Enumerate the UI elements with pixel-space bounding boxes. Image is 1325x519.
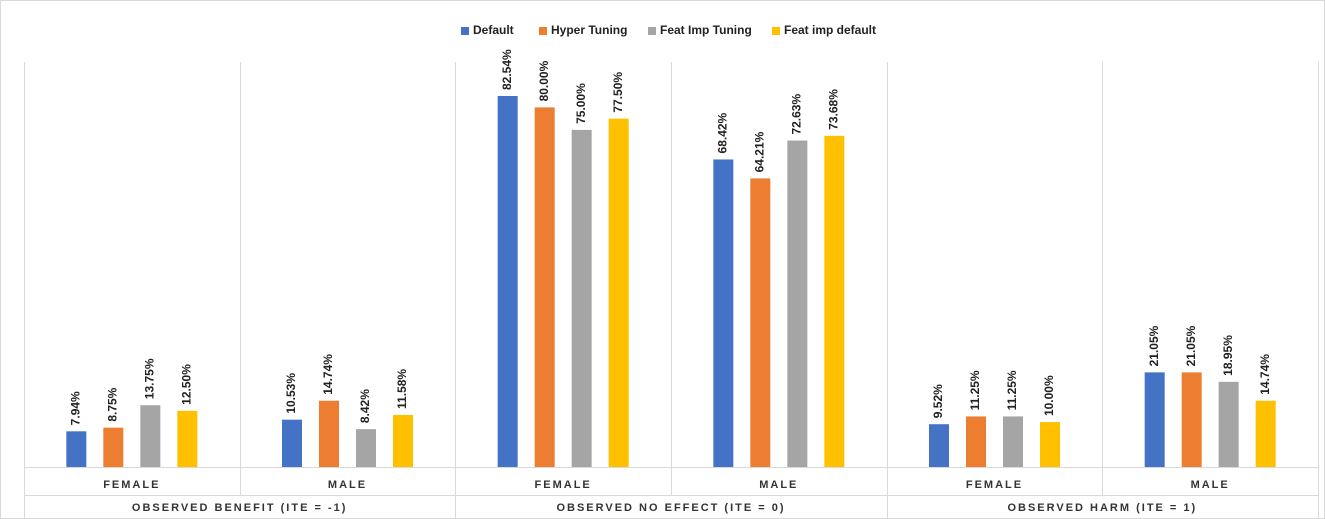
bar — [1003, 416, 1023, 467]
data-label: 18.95% — [1221, 335, 1235, 376]
data-label: 82.54% — [500, 49, 514, 90]
legend-swatch — [648, 27, 656, 35]
data-label: 10.53% — [284, 373, 298, 414]
data-label: 14.74% — [1258, 354, 1272, 395]
bar — [177, 410, 198, 467]
legend-swatch — [461, 27, 469, 35]
data-label: 7.94% — [69, 391, 83, 425]
bar — [1255, 400, 1276, 467]
bar — [497, 96, 518, 467]
bar — [750, 178, 771, 467]
bar — [608, 118, 629, 467]
data-label: 75.00% — [574, 83, 588, 124]
bar — [787, 140, 808, 467]
bar — [1181, 372, 1202, 467]
data-label: 10.00% — [1042, 375, 1056, 416]
x-tick-label: FEMALE — [535, 479, 592, 491]
legend-label: Feat imp default — [784, 23, 876, 37]
data-label: 72.63% — [790, 94, 804, 135]
legend-label: Feat Imp Tuning — [660, 23, 752, 37]
data-label: 64.21% — [753, 131, 767, 172]
bar — [393, 414, 413, 467]
legend-label: Hyper Tuning — [551, 23, 627, 37]
data-label: 8.42% — [358, 389, 372, 423]
bar — [1144, 372, 1165, 467]
bar — [282, 419, 302, 467]
bar — [824, 135, 845, 467]
x-tick-label: FEMALE — [966, 479, 1023, 491]
data-label: 77.50% — [611, 72, 625, 113]
group-label: OBSERVED NO EFFECT (ITE = 0) — [556, 502, 785, 514]
bar — [571, 129, 592, 467]
x-tick-label: MALE — [759, 479, 798, 491]
bar — [140, 405, 161, 467]
data-label: 13.75% — [143, 358, 157, 399]
data-label: 12.50% — [180, 364, 194, 405]
bar — [66, 431, 87, 467]
x-tick-label: MALE — [1191, 479, 1230, 491]
bar — [929, 424, 949, 467]
data-label: 8.75% — [106, 387, 120, 421]
legend-swatch — [539, 27, 547, 35]
bar — [319, 400, 339, 467]
legend-label: Default — [473, 23, 514, 37]
data-label: 68.42% — [716, 112, 730, 153]
data-label: 21.05% — [1147, 325, 1161, 366]
bar — [966, 416, 986, 467]
group-label: OBSERVED BENEFIT (ITE = -1) — [132, 502, 347, 514]
bar — [356, 429, 376, 467]
data-label: 21.05% — [1184, 325, 1198, 366]
data-label: 11.25% — [1005, 370, 1019, 410]
group-label: OBSERVED HARM (ITE = 1) — [1007, 502, 1197, 514]
x-tick-label: MALE — [328, 479, 367, 491]
bar — [1040, 422, 1060, 467]
legend-swatch — [772, 27, 780, 35]
data-label: 11.58% — [395, 369, 409, 409]
data-label: 11.25% — [968, 370, 982, 410]
x-tick-label: FEMALE — [103, 479, 160, 491]
data-label: 80.00% — [537, 60, 551, 101]
bar — [534, 107, 555, 467]
data-label: 9.52% — [931, 384, 945, 418]
bar — [713, 159, 734, 468]
bar — [103, 427, 124, 467]
data-label: 73.68% — [827, 89, 841, 130]
data-label: 14.74% — [321, 354, 335, 395]
bar — [1218, 381, 1239, 467]
